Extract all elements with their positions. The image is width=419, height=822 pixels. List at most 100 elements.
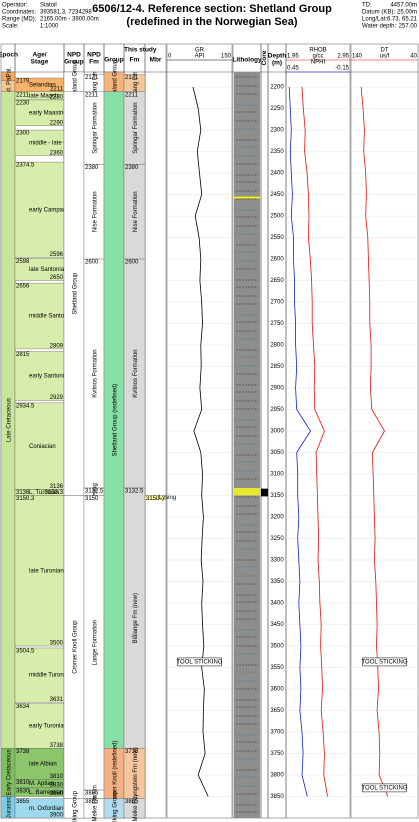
depth-tick-label: 3400 — [270, 601, 284, 607]
curve-unit: g/cc — [312, 54, 323, 60]
curve-name: NPHI — [311, 60, 326, 66]
interval-label: Lt. Pal. — [7, 67, 13, 86]
scale-left: 0.45 — [287, 66, 299, 72]
scale-right: 40 — [410, 54, 417, 60]
depth-tick-label: 3500 — [270, 644, 284, 650]
depth-header: Depth — [268, 53, 286, 60]
depth-tick-label: 3000 — [270, 429, 284, 435]
annotation-box — [362, 783, 407, 793]
column-header: Fm — [130, 57, 140, 64]
interval-top: 2380 — [85, 165, 99, 171]
depth-tick-label: 2600 — [270, 257, 284, 263]
interval-base: 2211 — [50, 86, 64, 92]
interval-label: Shetland Group (redefined) — [113, 384, 119, 457]
depth-tick-label: 3100 — [270, 472, 284, 478]
interval-label: Nise Formation — [93, 191, 99, 232]
depth-tick-label: 3650 — [270, 708, 284, 714]
lithology-header: Lithology — [232, 57, 262, 64]
interval-top: 2171 — [85, 75, 99, 81]
annotation: TOOL STICKING — [361, 785, 407, 791]
depth-tick-label: 3800 — [270, 773, 284, 779]
interval-top: 2600 — [85, 260, 99, 266]
depth-tick-label: 2250 — [270, 106, 284, 112]
column-header: Group — [64, 59, 84, 66]
well-value: 4457.00m — [390, 3, 417, 9]
curve-name: DT — [381, 48, 389, 54]
interval-label: Lyngstein Fm (new) — [133, 747, 139, 799]
depth-tick-label: 3150 — [270, 493, 284, 499]
interval-label: Viking Group — [113, 790, 119, 822]
well-value: 257.00 — [399, 24, 418, 30]
interval-top: 3738 — [16, 749, 30, 755]
lithology-interval — [234, 487, 260, 496]
interval-label: Jurassic — [7, 796, 13, 818]
interval-label: Melke Fm — [133, 795, 139, 821]
depth-tick-label: 2200 — [270, 85, 284, 91]
depth-tick-label: 2800 — [270, 343, 284, 349]
this-study-label: This study — [124, 47, 157, 54]
info-value: 1:1000 — [40, 24, 59, 30]
column-header: Age/ — [32, 52, 46, 59]
interval-top: 3150 — [85, 496, 99, 502]
interval — [14, 161, 65, 258]
interval-top: 3810 — [16, 780, 30, 786]
scale-left: 1.95 — [287, 54, 299, 60]
depth-tick-label: 2300 — [270, 128, 284, 134]
interval-top: 3504.5 — [16, 649, 35, 655]
interval — [14, 495, 65, 647]
column-header: Stage — [31, 59, 49, 66]
interval-top: 2211 — [16, 92, 30, 98]
depth-tick-label: 2850 — [270, 364, 284, 370]
interval-label: Lange Formation — [93, 620, 99, 665]
info-label: Scale: — [2, 24, 19, 30]
interval-top: 3150 — [146, 496, 160, 502]
depth-tick-label: 3850 — [270, 794, 284, 800]
interval-top: 2600 — [125, 260, 139, 266]
interval-label: middle Santonian — [29, 314, 75, 320]
interval — [14, 647, 65, 703]
column-header: NPD — [67, 52, 81, 59]
depth-tick-label: 2550 — [270, 235, 284, 241]
interval-label: Springar Formation — [93, 102, 99, 153]
interval-label: Tang Fm — [133, 72, 139, 95]
curve-name: RHOB — [309, 48, 326, 54]
interval-label: Cromer Knoll (redefined) — [113, 741, 119, 807]
interval-label: middle Turonian — [29, 673, 72, 679]
depth-tick-label: 2400 — [270, 171, 284, 177]
interval-label: early Campanian — [29, 207, 74, 213]
interval-base: 3500 — [50, 641, 64, 647]
interval-top: 3136 — [16, 490, 30, 496]
log-curve — [192, 86, 209, 797]
depth-tick-label: 3250 — [270, 536, 284, 542]
interval — [14, 129, 65, 157]
well-value: 6.73, 65.21 — [387, 17, 418, 23]
interval-base: 3900 — [50, 813, 64, 819]
interval-top: 2815 — [16, 352, 30, 358]
depth-header: (m) — [272, 60, 282, 67]
interval-label: Early Cretaceous — [7, 749, 13, 795]
interval-label: L. Turonian — [29, 490, 59, 496]
interval — [123, 798, 146, 819]
interval-top: 3132.5 — [85, 489, 104, 495]
interval-label: Mid. Pal. — [7, 74, 13, 98]
depth-tick-label: 3550 — [270, 665, 284, 671]
annotation-box — [177, 657, 222, 667]
depth-tick-label: 2650 — [270, 278, 284, 284]
interval-base: 3150.3 — [45, 490, 64, 496]
core-interval — [261, 488, 268, 497]
interval-label: L. Barremian - Berriasian — [29, 790, 96, 796]
well-label: Long/Lat: — [362, 17, 387, 23]
interval-base: 2290 — [50, 120, 64, 126]
interval-top: 3634 — [16, 704, 30, 710]
column-header: Group — [104, 57, 124, 64]
depth-tick-label: 3050 — [270, 450, 284, 456]
well-label: Water depth: — [362, 24, 396, 30]
interval-label: late Santonian — [29, 267, 67, 273]
interval-top: 2598 — [16, 259, 30, 265]
interval-label: late Albian — [29, 761, 57, 767]
title-line-2: (redefined in the Norwegian Sea) — [126, 16, 297, 28]
annotation: TOOL STICKING — [361, 659, 407, 665]
interval-top: 2934.5 — [16, 403, 35, 409]
interval-label: late Turonian — [29, 568, 64, 574]
log-curve — [288, 86, 311, 797]
